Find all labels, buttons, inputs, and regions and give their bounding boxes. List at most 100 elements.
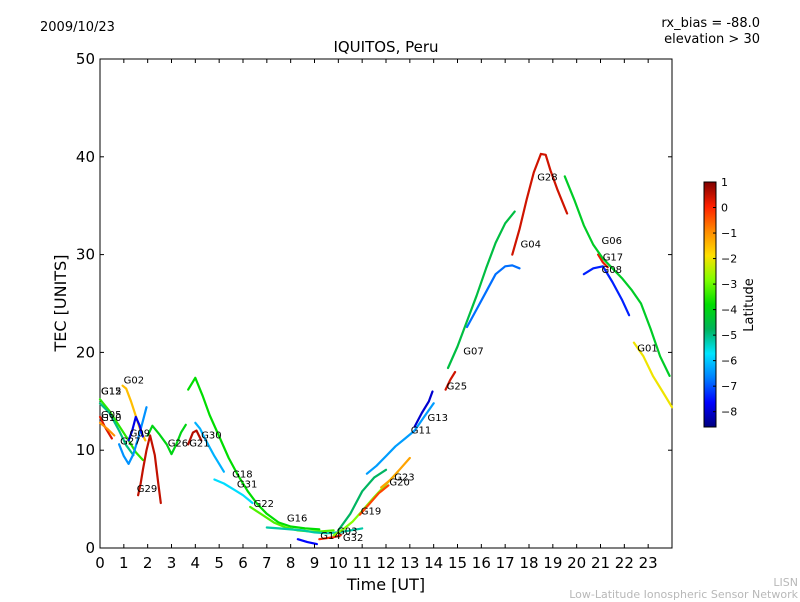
- sat-label-g06: G06: [602, 236, 622, 247]
- y-tick-label: 40: [76, 148, 95, 166]
- x-tick-label: 7: [262, 554, 272, 572]
- sat-label-g18: G18: [232, 470, 252, 481]
- x-tick-label: 5: [214, 554, 224, 572]
- x-tick-label: 16: [472, 554, 491, 572]
- colorbar-tick-label: −6: [721, 355, 737, 368]
- x-tick-label: 0: [95, 554, 105, 572]
- sat-label-g20: G20: [389, 477, 409, 488]
- colorbar-tick-label: −3: [721, 278, 737, 291]
- colorbar-tick-label: −7: [721, 380, 737, 393]
- y-tick-label: 0: [85, 539, 95, 557]
- series-g17: [597, 253, 609, 269]
- colorbar-tick-label: −4: [721, 304, 737, 317]
- x-tick-label: 22: [615, 554, 634, 572]
- sat-label-g11: G11: [411, 426, 431, 437]
- series-g07: [446, 210, 516, 370]
- sat-label-g15: G15: [101, 386, 121, 397]
- series-g27: [118, 406, 148, 465]
- sat-label-g07: G07: [463, 346, 483, 357]
- x-tick-label: 10: [329, 554, 348, 572]
- colorbar-tick-label: −5: [721, 329, 737, 342]
- x-tick-label: 3: [167, 554, 177, 572]
- y-tick-label: 10: [76, 441, 95, 459]
- sat-label-g19: G19: [361, 507, 381, 518]
- series-g08: [582, 265, 631, 317]
- x-tick-label: 2: [143, 554, 153, 572]
- series-g25: [444, 370, 457, 391]
- date-label: 2009/10/23: [40, 20, 115, 35]
- x-tick-label: 8: [286, 554, 296, 572]
- x-tick-label: 12: [376, 554, 395, 572]
- sat-label-g16: G16: [287, 514, 307, 525]
- series-g11: [365, 402, 435, 475]
- series-g31: [213, 478, 254, 505]
- x-tick-label: 15: [448, 554, 467, 572]
- series-g30: [194, 421, 225, 473]
- colorbar-label: Latitude: [742, 278, 757, 332]
- sat-label-g03: G03: [337, 526, 357, 537]
- x-tick-label: 1: [119, 554, 129, 572]
- series-g13: [413, 390, 434, 428]
- series-g29: [137, 434, 162, 505]
- series-g06: [563, 175, 671, 377]
- series-g05: [98, 415, 113, 440]
- series-g10: [98, 421, 116, 437]
- sat-label-g28: G28: [537, 172, 557, 183]
- sat-label-g01: G01: [637, 343, 657, 354]
- series-g28: [511, 152, 569, 256]
- x-tick-label: 13: [400, 554, 419, 572]
- sat-label-g08: G08: [602, 265, 622, 276]
- sat-label-g31: G31: [237, 479, 257, 490]
- x-tick-label: 23: [639, 554, 658, 572]
- x-axis-label: Time [UT]: [346, 575, 425, 594]
- x-tick-label: 4: [191, 554, 201, 572]
- colorbar-tick-label: 0: [721, 202, 728, 215]
- x-tick-label: 6: [238, 554, 248, 572]
- colorbar-tick-label: −8: [721, 406, 737, 419]
- sat-label-g10: G10: [101, 413, 121, 424]
- series-g20: [358, 484, 390, 516]
- footer-network: Low-Latitude Ionospheric Sensor Network: [569, 588, 798, 601]
- series-g15: [98, 398, 144, 462]
- sat-label-g04: G04: [521, 240, 541, 251]
- sat-label-g27: G27: [120, 436, 140, 447]
- y-axis-label: TEC [UNITS]: [51, 255, 70, 353]
- colorbar-tick-label: 1: [721, 176, 728, 189]
- sat-label-g13: G13: [428, 413, 448, 424]
- sat-label-g14: G14: [320, 531, 340, 542]
- sat-label-g09: G09: [130, 429, 150, 440]
- sat-label-g26: G26: [168, 438, 188, 449]
- sat-label-g25: G25: [447, 382, 467, 393]
- x-tick-label: 14: [424, 554, 443, 572]
- sat-label-g02: G02: [124, 376, 144, 387]
- x-tick-label: 17: [496, 554, 515, 572]
- series-g09: [127, 415, 144, 442]
- series-g21: [187, 429, 203, 446]
- series-g18: [187, 376, 321, 531]
- series-g23: [380, 456, 411, 489]
- footer-lisn: LISN: [773, 576, 798, 589]
- rx-bias-label: rx_bias = -88.0: [661, 16, 760, 31]
- sat-label-g23: G23: [394, 473, 414, 484]
- y-tick-label: 20: [76, 343, 95, 361]
- sat-label-g30: G30: [201, 430, 221, 441]
- x-tick-label: 18: [519, 554, 538, 572]
- y-tick-label: 30: [76, 246, 95, 264]
- sat-label-g05: G05: [101, 410, 121, 421]
- x-tick-label: 19: [543, 554, 562, 572]
- x-tick-label: 20: [567, 554, 586, 572]
- y-tick-label: 50: [76, 50, 95, 68]
- chart-title: IQUITOS, Peru: [333, 38, 438, 56]
- series-g04: [465, 264, 521, 329]
- sat-label-g22: G22: [254, 499, 274, 510]
- sat-label-g29: G29: [137, 484, 157, 495]
- plot-area: [99, 58, 673, 549]
- series-g26: [146, 423, 187, 456]
- series-g16: [265, 526, 364, 535]
- series-g14: [318, 534, 342, 541]
- series-g32: [296, 538, 318, 546]
- sat-label-g21: G21: [189, 438, 209, 449]
- x-tick-label: 21: [591, 554, 610, 572]
- series-g19: [337, 468, 388, 532]
